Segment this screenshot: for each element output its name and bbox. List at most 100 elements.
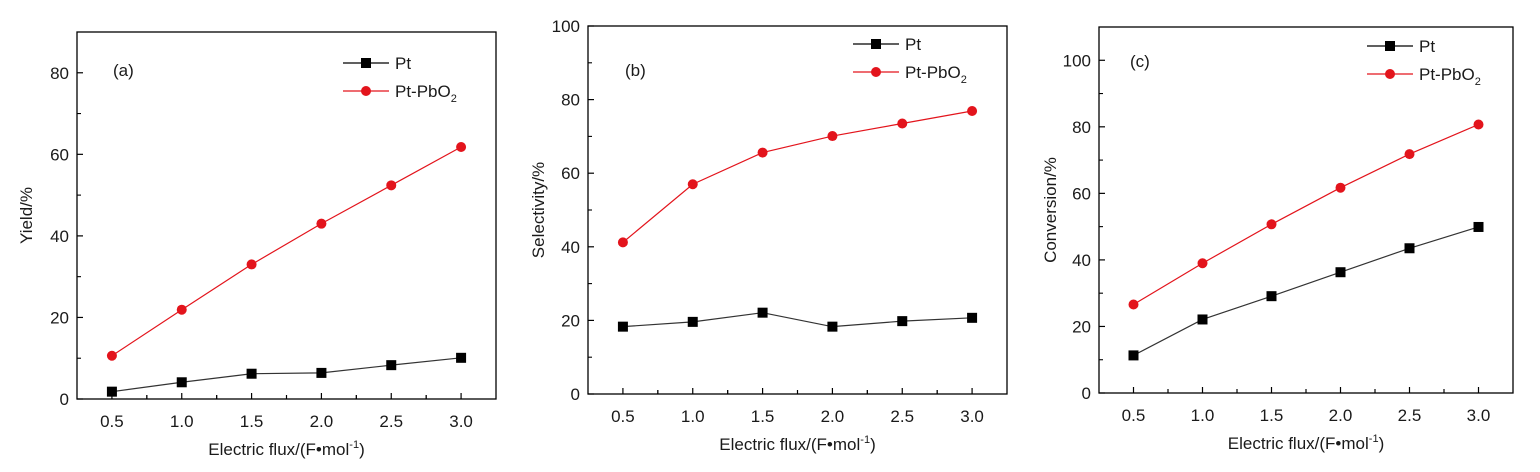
legend-label-main: Pt-PbO bbox=[905, 63, 961, 82]
x-tick-label: 2.5 bbox=[890, 407, 914, 426]
x-axis-label: Electric flux/(F•mol-1) bbox=[1228, 433, 1384, 453]
x-axis-label-superscript: -1 bbox=[860, 434, 870, 446]
series-pt-pbo2 bbox=[106, 141, 467, 361]
x-tick-label: 1.0 bbox=[681, 407, 705, 426]
y-tick-label: 80 bbox=[561, 91, 580, 110]
data-point-circle bbox=[456, 141, 467, 152]
y-tick-label: 40 bbox=[50, 227, 69, 246]
y-tick-label: 80 bbox=[1072, 118, 1091, 137]
data-point-circle bbox=[687, 179, 698, 190]
data-point-square bbox=[246, 368, 257, 379]
data-point-square bbox=[386, 360, 397, 371]
panel-label: (c) bbox=[1130, 52, 1150, 71]
x-axis-label: Electric flux/(F•mol-1) bbox=[208, 439, 364, 459]
x-tick-label: 0.5 bbox=[1122, 406, 1146, 425]
legend-label: Pt bbox=[1419, 37, 1435, 56]
legend-label-subscript: 2 bbox=[451, 93, 457, 105]
panel-label: (a) bbox=[113, 61, 134, 80]
x-axis-label-main: Electric flux/(F•mol bbox=[1228, 434, 1369, 453]
x-axis-label-end: ) bbox=[1379, 434, 1385, 453]
y-tick-label: 0 bbox=[1082, 384, 1091, 403]
x-axis-label-end: ) bbox=[870, 435, 876, 454]
data-point-square bbox=[967, 312, 978, 323]
data-point-square bbox=[1128, 350, 1139, 361]
data-point-square bbox=[456, 352, 467, 363]
legend-marker-square bbox=[871, 39, 881, 49]
chart-panel-a: 0.5 1.0 1.5 2.0 2.5 3.0 0 20 40 60 80 Electric flux… bbox=[17, 31, 497, 459]
panel-label: (b) bbox=[625, 61, 646, 80]
y-tick-label: 100 bbox=[1063, 51, 1091, 70]
x-tick-label: 3.0 bbox=[449, 412, 473, 431]
x-tick-label: 2.0 bbox=[1329, 406, 1353, 425]
data-point-circle bbox=[386, 180, 397, 191]
legend-marker-circle bbox=[1385, 69, 1395, 79]
data-point-circle bbox=[246, 259, 257, 270]
y-tick-label: 60 bbox=[561, 164, 580, 183]
legend-entry: Pt-PbO2 bbox=[343, 82, 457, 105]
legend-label-main: Pt-PbO bbox=[1419, 65, 1475, 84]
y-axis-label: Selectivity/% bbox=[529, 162, 548, 258]
data-point-circle bbox=[827, 131, 838, 142]
y-tick-label: 60 bbox=[1072, 184, 1091, 203]
x-tick-label: 1.5 bbox=[1260, 406, 1284, 425]
x-tick-label: 2.0 bbox=[821, 407, 845, 426]
x-tick-label: 1.5 bbox=[751, 407, 775, 426]
y-tick-label: 0 bbox=[571, 385, 580, 404]
series-pt bbox=[1128, 221, 1484, 361]
x-tick-label: 3.0 bbox=[960, 407, 984, 426]
y-tick-label: 20 bbox=[1072, 317, 1091, 336]
data-point-square bbox=[897, 316, 908, 327]
y-tick-label: 40 bbox=[1072, 251, 1091, 270]
legend-entry: Pt bbox=[343, 54, 411, 73]
data-point-circle bbox=[176, 304, 187, 315]
x-tick-label: 0.5 bbox=[611, 407, 635, 426]
data-point-circle bbox=[967, 106, 978, 117]
x-tick-label: 1.0 bbox=[170, 412, 194, 431]
series-pt bbox=[106, 352, 467, 397]
y-tick-label: 40 bbox=[561, 238, 580, 257]
data-point-square bbox=[827, 321, 838, 332]
y-tick-label: 100 bbox=[552, 17, 580, 36]
data-point-square bbox=[687, 316, 698, 327]
data-point-square bbox=[106, 386, 117, 397]
data-point-square bbox=[1335, 267, 1346, 278]
data-point-circle bbox=[1335, 182, 1346, 193]
legend-entry: Pt-PbO2 bbox=[1367, 65, 1481, 88]
x-tick-label: 2.5 bbox=[1398, 406, 1422, 425]
y-tick-label: 80 bbox=[50, 64, 69, 83]
data-point-circle bbox=[1128, 299, 1139, 310]
legend-label-main: Pt bbox=[1419, 37, 1435, 56]
data-point-square bbox=[757, 307, 768, 318]
legend-entry: Pt-PbO2 bbox=[853, 63, 967, 86]
data-point-square bbox=[1473, 221, 1484, 232]
data-point-square bbox=[1266, 291, 1277, 302]
legend-label-main: Pt bbox=[395, 54, 411, 73]
legend-label-subscript: 2 bbox=[1475, 76, 1481, 88]
x-axis-label-main: Electric flux/(F•mol bbox=[719, 435, 860, 454]
y-axis-label: Conversion/% bbox=[1041, 157, 1060, 263]
x-tick-label: 1.0 bbox=[1191, 406, 1215, 425]
y-tick-label: 0 bbox=[60, 390, 69, 409]
x-axis-label-end: ) bbox=[359, 440, 365, 459]
y-tick-label: 20 bbox=[50, 308, 69, 327]
data-point-square bbox=[316, 367, 327, 378]
legend-entry: Pt bbox=[853, 35, 921, 54]
legend-label: Pt-PbO2 bbox=[395, 82, 457, 105]
x-axis-label-main: Electric flux/(F•mol bbox=[208, 440, 349, 459]
series-line bbox=[111, 146, 462, 357]
series-line bbox=[622, 110, 973, 243]
legend-entry: Pt bbox=[1367, 37, 1435, 56]
chart-panel-c: 0.5 1.0 1.5 2.0 2.5 3.0 0 20 40 60 80 100 Electric f… bbox=[1041, 26, 1514, 453]
x-axis-label-superscript: -1 bbox=[349, 439, 359, 451]
data-point-square bbox=[617, 321, 628, 332]
chart-panel-b: 0.5 1.0 1.5 2.0 2.5 3.0 0 20 40 60 80 100 Electric f… bbox=[529, 17, 1008, 454]
x-tick-label: 2.0 bbox=[310, 412, 334, 431]
legend-marker-square bbox=[361, 58, 371, 68]
legend-label: Pt bbox=[395, 54, 411, 73]
legend-label-subscript: 2 bbox=[961, 74, 967, 86]
data-point-square bbox=[1404, 243, 1415, 254]
data-point-square bbox=[1197, 314, 1208, 325]
data-point-circle bbox=[897, 118, 908, 129]
x-tick-label: 2.5 bbox=[379, 412, 403, 431]
